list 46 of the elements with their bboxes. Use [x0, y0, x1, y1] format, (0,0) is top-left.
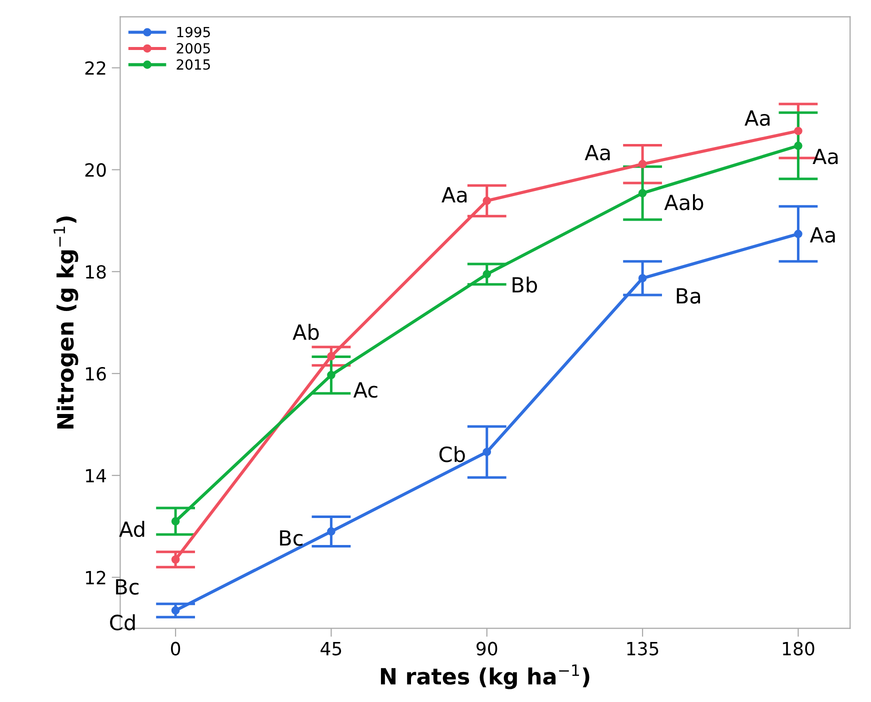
- y-tick-label: 22: [85, 61, 106, 75]
- legend-label: 2015: [176, 59, 210, 70]
- y-tick-label: 12: [86, 570, 106, 584]
- annotation: Aa: [812, 148, 838, 164]
- point: [482, 270, 492, 278]
- annotation: Cb: [439, 446, 465, 462]
- point: [171, 517, 180, 526]
- annotation: Ad: [119, 520, 144, 538]
- y-axis-title: Nitrogen (g kg$^{−1}$): [54, 216, 78, 429]
- point: [171, 555, 180, 564]
- point: [171, 606, 180, 615]
- annotation: Aa: [810, 227, 835, 243]
- y-tick-label: 18: [86, 265, 106, 279]
- point: [482, 196, 492, 205]
- x-axis-title: N rates (kg ha$^{−1}$): [380, 664, 590, 690]
- annotation: Bc: [116, 579, 139, 595]
- annotation: Bb: [512, 276, 537, 293]
- annotation: Ab: [292, 324, 319, 340]
- point: [794, 142, 802, 150]
- annotation: Aab: [664, 194, 704, 210]
- point: [327, 352, 336, 360]
- legend-label: 1995: [177, 26, 210, 38]
- legend-label: 2005: [176, 43, 210, 54]
- x-tick-label: 45: [320, 642, 342, 656]
- point: [794, 126, 802, 136]
- annotation: Aa: [584, 144, 610, 160]
- annotation: Bc: [280, 530, 303, 546]
- point: [638, 188, 647, 198]
- x-tick-label: 135: [627, 642, 658, 656]
- x-tick-label: 90: [476, 642, 498, 656]
- y-tick-label: 14: [86, 469, 106, 482]
- point: [327, 370, 336, 380]
- annotation: Ba: [676, 288, 700, 304]
- point: [794, 230, 802, 238]
- point: [327, 527, 336, 536]
- annotation: Aa: [744, 110, 770, 126]
- annotation: Aa: [442, 187, 467, 203]
- x-tick-label: 0: [170, 642, 180, 656]
- y-tick-label: 20: [85, 163, 106, 177]
- point: [638, 160, 647, 168]
- annotation: Cd: [110, 614, 135, 630]
- point: [482, 448, 492, 456]
- annotation: Ac: [353, 382, 378, 398]
- x-tick-label: 180: [782, 642, 814, 656]
- point: [638, 274, 647, 282]
- y-tick-label: 16: [86, 366, 106, 381]
